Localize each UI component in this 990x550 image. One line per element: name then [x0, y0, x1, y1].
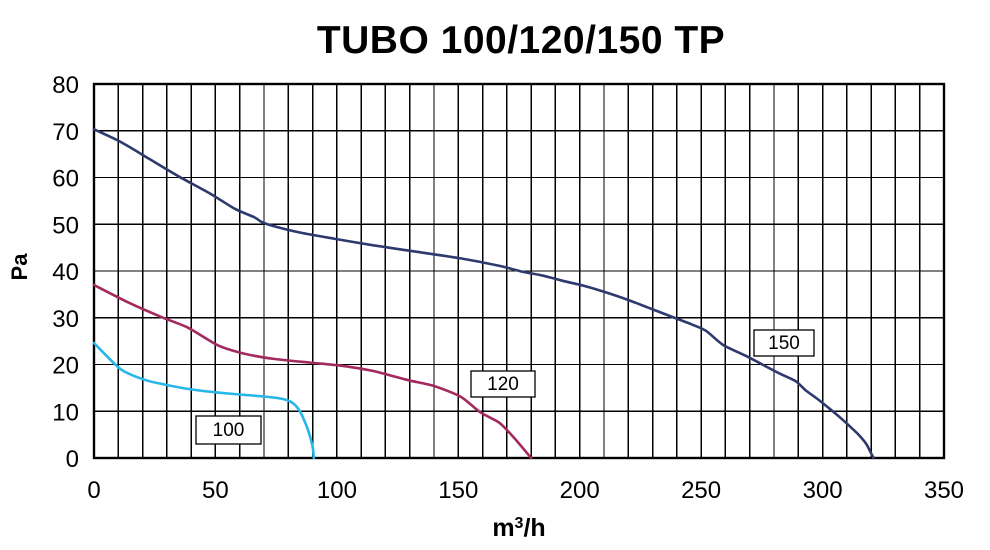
svg-text:m3/h: m3/h — [492, 514, 545, 542]
svg-text:40: 40 — [52, 259, 79, 286]
svg-text:50: 50 — [202, 477, 229, 504]
svg-text:100: 100 — [213, 420, 245, 441]
svg-text:50: 50 — [52, 212, 79, 239]
svg-text:10: 10 — [52, 399, 79, 426]
svg-text:100: 100 — [317, 477, 357, 504]
svg-text:250: 250 — [681, 477, 721, 504]
svg-text:300: 300 — [803, 477, 843, 504]
svg-text:0: 0 — [66, 446, 79, 473]
svg-text:120: 120 — [487, 374, 519, 395]
svg-text:20: 20 — [52, 353, 79, 380]
svg-text:30: 30 — [52, 306, 79, 333]
svg-text:0: 0 — [87, 477, 100, 504]
svg-text:60: 60 — [52, 166, 79, 193]
svg-text:150: 150 — [438, 477, 478, 504]
svg-text:200: 200 — [560, 477, 600, 504]
svg-text:80: 80 — [52, 72, 79, 99]
svg-text:350: 350 — [924, 477, 964, 504]
svg-text:Pa: Pa — [7, 253, 32, 281]
svg-text:70: 70 — [52, 119, 79, 146]
svg-text:150: 150 — [768, 333, 800, 354]
